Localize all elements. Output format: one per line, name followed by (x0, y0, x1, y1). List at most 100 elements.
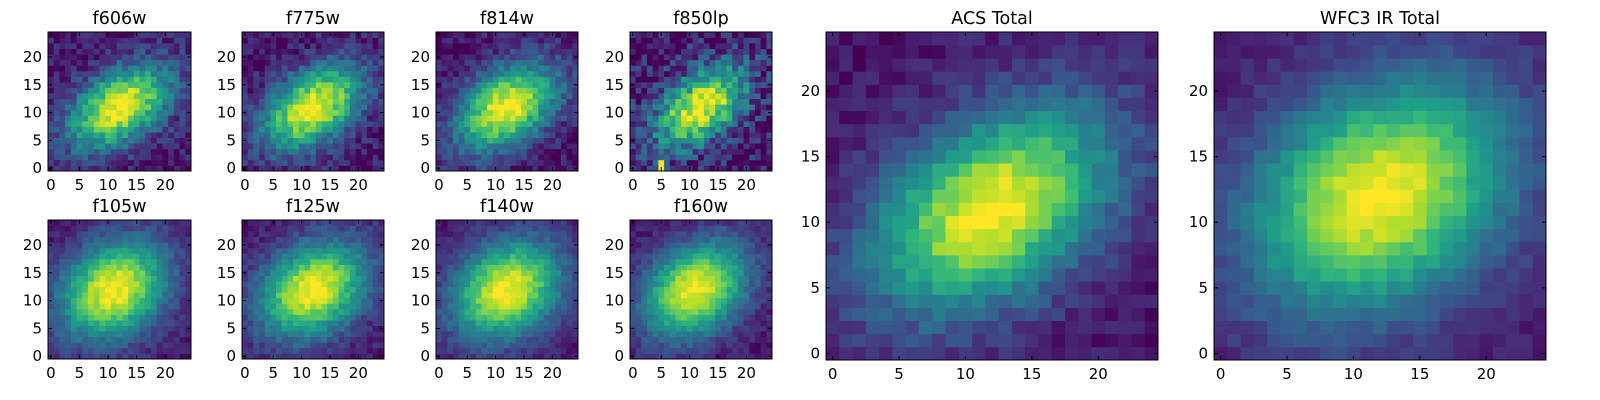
pixel (304, 342, 311, 349)
pixel (361, 93, 368, 100)
pixel (242, 225, 249, 232)
pixel (532, 264, 539, 271)
pixel (168, 275, 175, 282)
pixel (669, 353, 676, 360)
pixel (526, 303, 533, 310)
pixel (749, 104, 756, 111)
pixel (122, 320, 129, 326)
pixel (179, 115, 186, 122)
pixel (59, 270, 66, 276)
pixel (720, 159, 727, 166)
pixel (70, 65, 77, 72)
pixel (116, 314, 123, 321)
pixel (543, 275, 550, 282)
pixel (464, 320, 471, 326)
pixel (698, 320, 705, 326)
pixel (504, 347, 511, 354)
pixel (349, 331, 356, 338)
pixel (658, 76, 665, 83)
pixel (492, 93, 499, 100)
pixel (70, 331, 77, 338)
pixel (686, 281, 693, 288)
pixel (464, 281, 471, 288)
pixel (737, 59, 744, 66)
pixel (498, 325, 505, 332)
pixel (630, 281, 637, 288)
pixel (560, 165, 567, 172)
pixel (82, 148, 89, 155)
pixel (122, 314, 129, 321)
pixel (264, 65, 271, 72)
pixel (515, 98, 522, 105)
pixel (70, 87, 77, 94)
pixel (441, 270, 448, 276)
pixel (436, 48, 443, 55)
pixel (179, 231, 186, 238)
pixel (560, 353, 567, 360)
pixel (156, 148, 163, 155)
pixel (743, 98, 750, 105)
pixel (315, 253, 322, 260)
pixel (93, 137, 100, 144)
pixel (743, 120, 750, 127)
pixel (310, 242, 317, 249)
pixel (560, 32, 567, 38)
pixel (185, 159, 192, 166)
pixel (686, 159, 693, 166)
pixel (681, 154, 688, 161)
pixel (253, 165, 260, 172)
pixel (760, 297, 767, 304)
pixel (560, 336, 567, 343)
pixel (162, 104, 169, 111)
pixel (110, 93, 117, 100)
pixel (332, 286, 339, 293)
pixel (504, 225, 511, 232)
pixel (310, 286, 317, 293)
pixel (481, 264, 488, 271)
pixel (105, 70, 112, 77)
pixel (53, 347, 60, 354)
pixel (332, 231, 339, 238)
pixel (99, 320, 106, 326)
pixel (162, 314, 169, 321)
pixel (532, 342, 539, 349)
pixel (754, 154, 761, 161)
pixel (652, 48, 659, 55)
pixel (715, 82, 722, 88)
pixel (509, 264, 516, 271)
pixel (652, 132, 659, 138)
pixel (658, 286, 665, 293)
pixel (641, 132, 648, 138)
pixel (681, 54, 688, 61)
pixel (88, 220, 95, 226)
pixel (179, 225, 186, 232)
pixel (128, 353, 135, 360)
pixel (521, 286, 528, 293)
pixel (168, 104, 175, 111)
pixel (287, 286, 294, 293)
pixel (168, 37, 175, 44)
pixel (566, 314, 573, 321)
pixel (168, 87, 175, 94)
pixel (686, 109, 693, 116)
pixel (185, 59, 192, 66)
pixel (630, 159, 637, 166)
pixel (732, 165, 739, 172)
pixel (630, 70, 637, 77)
pixel (475, 82, 482, 88)
pixel (720, 59, 727, 66)
pixel (715, 148, 722, 155)
pixel (332, 270, 339, 276)
pixel (355, 253, 362, 260)
pixel (99, 342, 106, 349)
pixel (179, 292, 186, 299)
pixel (447, 236, 454, 243)
pixel (99, 70, 106, 77)
pixel (315, 247, 322, 254)
pixel (332, 165, 339, 172)
pixel (475, 331, 482, 338)
pixel (647, 104, 654, 111)
pixel (287, 59, 294, 66)
